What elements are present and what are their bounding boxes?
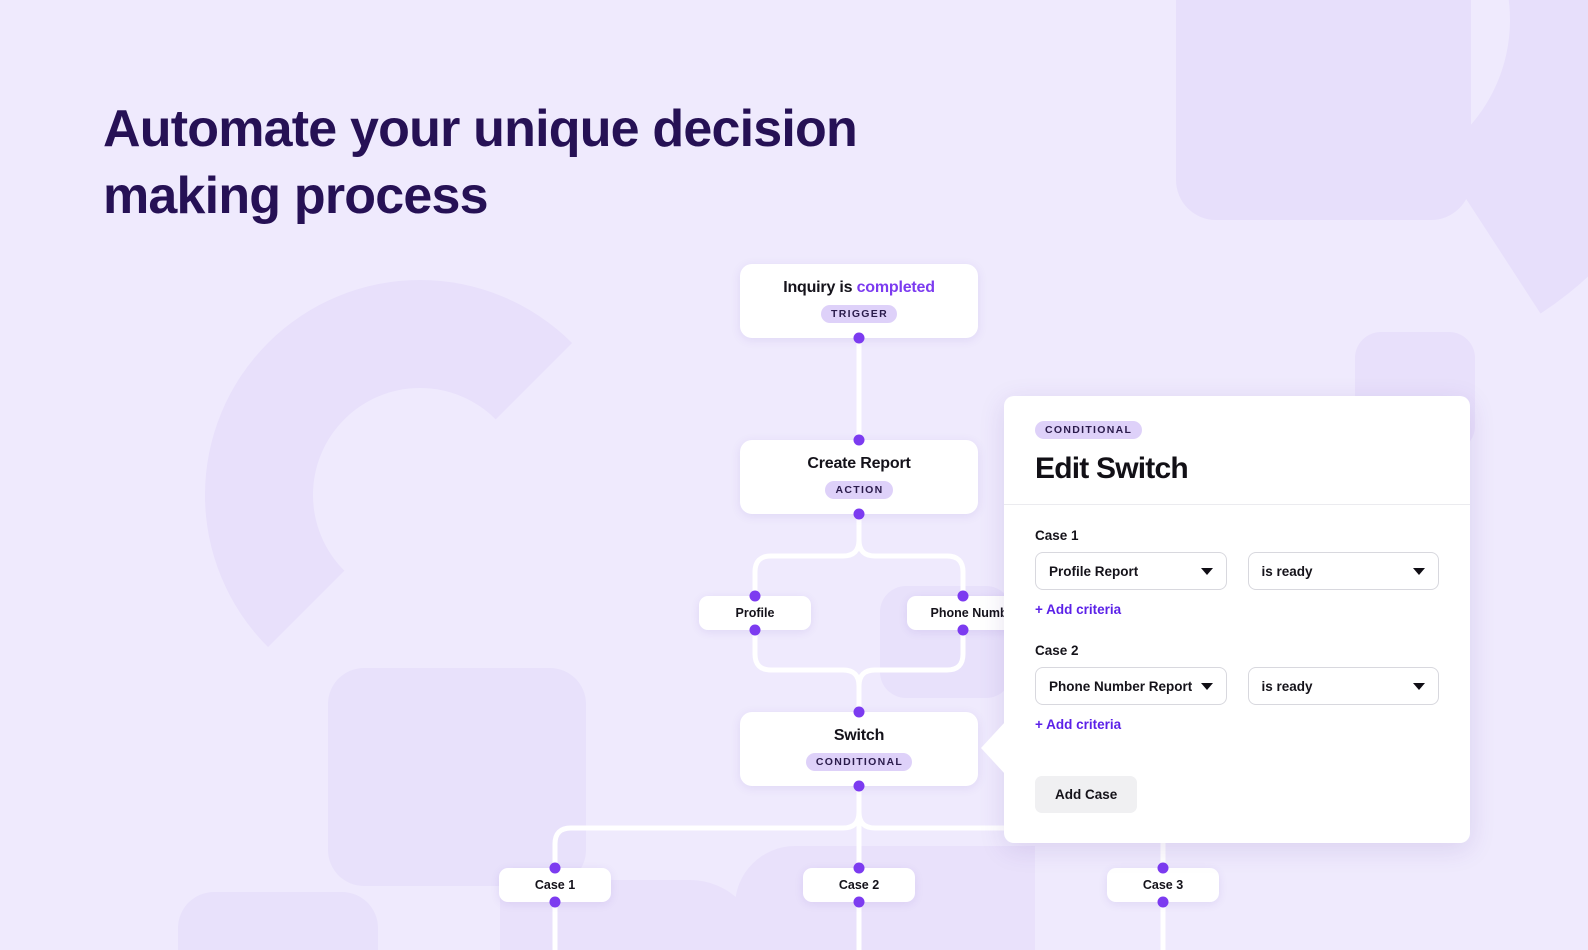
flow-node-case-3-label: Case 3 — [1142, 878, 1184, 892]
flow-node-switch[interactable]: Switch CONDITIONAL — [740, 712, 978, 786]
flow-node-trigger[interactable]: Inquiry is completed TRIGGER — [740, 264, 978, 338]
connector-dot-phone-in[interactable] — [957, 590, 969, 602]
panel-title: Edit Switch — [1035, 452, 1189, 485]
flow-node-switch-badge: CONDITIONAL — [805, 753, 913, 771]
flow-node-trigger-title: Inquiry is completed — [783, 279, 935, 297]
flow-node-trigger-title-prefix: Inquiry is — [783, 279, 857, 296]
connector-dot-profile-out[interactable] — [749, 624, 761, 636]
flow-node-case-3[interactable]: Case 3 — [1107, 868, 1219, 902]
case-2-row: Phone Number Report is ready — [1035, 667, 1439, 705]
connector-dot-switch-out[interactable] — [853, 780, 865, 792]
connector-dot-profile-in[interactable] — [749, 590, 761, 602]
flow-node-phone-number-label: Phone Number — [930, 606, 1020, 620]
connector-dot-action-out[interactable] — [853, 508, 865, 520]
flow-node-case-1-label: Case 1 — [534, 878, 576, 892]
chevron-down-icon — [1200, 683, 1213, 690]
chevron-down-icon — [1413, 683, 1425, 690]
case-1-label: Case 1 — [1035, 528, 1079, 543]
case-2-label: Case 2 — [1035, 643, 1079, 658]
flow-node-trigger-title-highlight: completed — [856, 279, 935, 296]
connector-dot-case1-out[interactable] — [549, 896, 561, 908]
connector-dot-case2-in[interactable] — [853, 862, 865, 874]
case-1-field-value: Profile Report — [1049, 563, 1139, 579]
connector-dot-case2-out[interactable] — [853, 896, 865, 908]
connector-dot-action-in[interactable] — [853, 434, 865, 446]
case-1-field-select[interactable]: Profile Report — [1035, 552, 1227, 590]
case-1-operator-value: is ready — [1261, 563, 1313, 579]
case-1-row: Profile Report is ready — [1035, 552, 1439, 590]
case-2-field-select[interactable]: Phone Number Report — [1035, 667, 1227, 705]
case-2-field-value: Phone Number Report — [1049, 678, 1193, 694]
connector-dot-trigger-out[interactable] — [853, 332, 865, 344]
chevron-down-icon — [1413, 568, 1425, 575]
case-block-2: Case 2 Phone Number Report is ready + Ad… — [1035, 643, 1439, 734]
flow-node-trigger-badge: TRIGGER — [821, 305, 897, 323]
case-2-add-criteria-link[interactable]: + Add criteria — [1035, 717, 1122, 732]
flow-node-profile[interactable]: Profile — [699, 596, 811, 630]
connector-dot-phone-out[interactable] — [957, 624, 969, 636]
panel-pointer-arrow — [981, 722, 1005, 774]
connector-dot-case3-in[interactable] — [1157, 862, 1169, 874]
case-block-1: Case 1 Profile Report is ready + Add cri… — [1035, 528, 1439, 619]
case-2-operator-select[interactable]: is ready — [1247, 667, 1439, 705]
flow-node-action-badge: ACTION — [825, 481, 893, 499]
flow-node-case-1[interactable]: Case 1 — [499, 868, 611, 902]
connector-dot-case1-in[interactable] — [549, 862, 561, 874]
panel-kicker-badge: CONDITIONAL — [1035, 421, 1143, 439]
page-title: Automate your unique decision making pro… — [103, 100, 858, 225]
flow-node-case-2-label: Case 2 — [838, 878, 880, 892]
flow-node-switch-title: Switch — [833, 727, 885, 744]
case-2-operator-value: is ready — [1261, 678, 1313, 694]
case-1-operator-select[interactable]: is ready — [1247, 552, 1439, 590]
flow-node-action[interactable]: Create Report ACTION — [740, 440, 978, 514]
connector-dot-case3-out[interactable] — [1157, 896, 1169, 908]
flow-node-profile-label: Profile — [735, 606, 775, 620]
panel-divider — [1004, 504, 1470, 505]
add-case-button[interactable]: Add Case — [1035, 776, 1138, 813]
flow-node-case-2[interactable]: Case 2 — [803, 868, 915, 902]
chevron-down-icon — [1200, 568, 1213, 575]
panel-header: CONDITIONAL Edit Switch — [1004, 396, 1470, 486]
edit-switch-panel[interactable]: CONDITIONAL Edit Switch Case 1 Profile R… — [981, 396, 1470, 843]
case-1-add-criteria-link[interactable]: + Add criteria — [1035, 602, 1122, 617]
panel-body: Case 1 Profile Report is ready + Add cri… — [1004, 505, 1470, 813]
flow-node-action-title: Create Report — [807, 455, 911, 472]
connector-dot-switch-in[interactable] — [853, 706, 865, 718]
